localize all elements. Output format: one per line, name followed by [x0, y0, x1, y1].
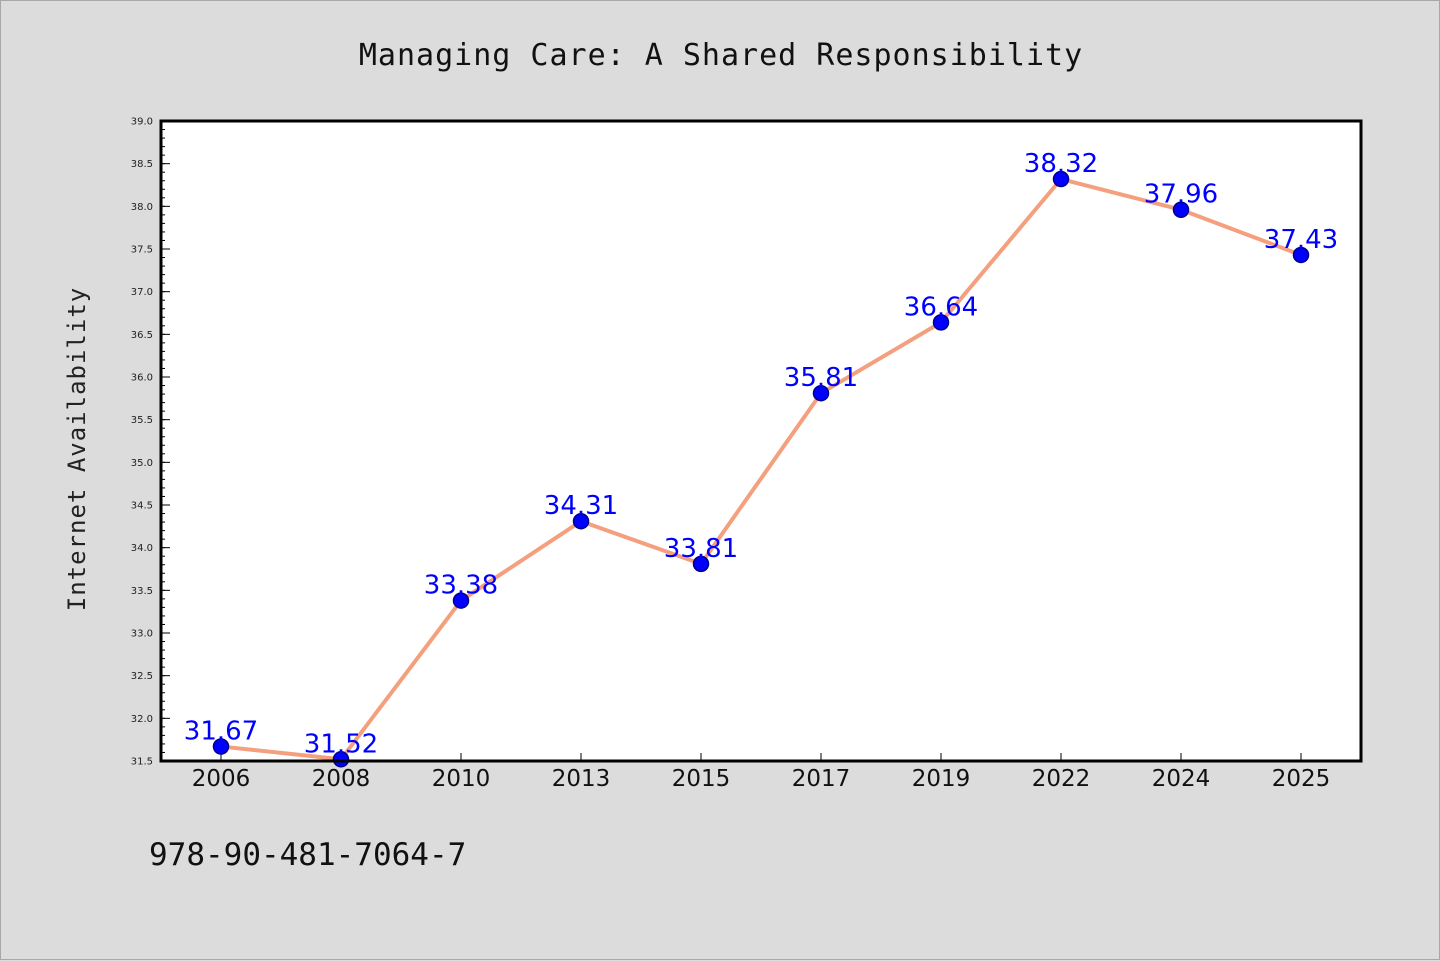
- x-tick-label: 2006: [192, 766, 251, 792]
- data-label: 34.31: [544, 491, 618, 521]
- x-tick-label: 2010: [432, 766, 491, 792]
- data-labels: 31.67 31.52 33.38 34.31 33.81 35.81 36.64 38.32…: [184, 149, 1338, 759]
- y-tick-label: 35.5: [131, 415, 153, 426]
- y-axis-label: Internet Availability: [63, 287, 91, 611]
- data-point: [1292, 246, 1310, 264]
- data-point: [572, 512, 590, 530]
- data-point: [932, 314, 950, 331]
- data-point: [812, 384, 830, 402]
- x-tick-label: 2019: [912, 766, 971, 792]
- y-tick-label: 39.0: [131, 117, 153, 128]
- data-point: [212, 738, 230, 755]
- x-tick-label: 2008: [312, 766, 371, 792]
- x-tick-label: 2015: [672, 766, 731, 792]
- data-label: 31.67: [184, 716, 258, 746]
- data-label: 35.81: [784, 363, 858, 393]
- data-label: 37.43: [1264, 225, 1338, 255]
- chart-title: Managing Care: A Shared Responsibility: [359, 38, 1083, 73]
- y-tick-label: 38.0: [131, 202, 153, 213]
- y-tick-label: 36.0: [131, 373, 153, 384]
- data-point: [1172, 201, 1190, 218]
- y-tick-label: 33.0: [131, 629, 153, 640]
- y-tick-label: 32.5: [131, 671, 153, 682]
- y-tick-label: 36.5: [131, 330, 153, 341]
- y-tick-label: 34.0: [131, 543, 153, 554]
- data-point: [332, 751, 350, 768]
- y-tick-label: 35.0: [131, 458, 153, 469]
- y-tick-label: 33.5: [131, 586, 153, 597]
- x-tick-label: 2017: [792, 766, 851, 792]
- y-tick-label: 37.0: [131, 287, 153, 298]
- plot-area: [161, 121, 1361, 761]
- y-tick-label: 37.5: [131, 245, 153, 256]
- data-label: 33.38: [424, 571, 498, 601]
- y-tick-label: 31.5: [131, 757, 153, 768]
- y-axis-ticks: 31.5 32.0 32.5 33.0 33.5 34.0 34.5 35.0 35.5 36.0…: [131, 117, 170, 768]
- data-label: 37.96: [1144, 180, 1218, 210]
- y-tick-label: 32.0: [131, 714, 153, 725]
- y-tick-label: 38.5: [131, 159, 153, 170]
- series-line: [219, 177, 1303, 762]
- data-point: [1052, 170, 1070, 188]
- plot-frame: [159, 119, 1363, 763]
- x-tick-label: 2024: [1152, 766, 1211, 792]
- x-tick-label: 2025: [1272, 766, 1331, 792]
- data-label: 33.81: [664, 534, 738, 564]
- data-point: [452, 592, 470, 609]
- y-tick-label: 34.5: [131, 501, 153, 512]
- data-label: 36.64: [904, 292, 978, 322]
- data-markers: [212, 170, 1310, 768]
- data-label: 38.32: [1024, 149, 1098, 179]
- isbn-footer: 978-90-481-7064-7: [149, 837, 466, 873]
- x-tick-label: 2013: [552, 766, 611, 792]
- x-axis-ticks: 2006 2008 2010 2013 2015 2017 2019 2022 2024 2025: [192, 753, 1331, 792]
- data-label: 31.52: [304, 729, 378, 759]
- x-tick-label: 2022: [1032, 766, 1091, 792]
- data-point: [692, 555, 710, 573]
